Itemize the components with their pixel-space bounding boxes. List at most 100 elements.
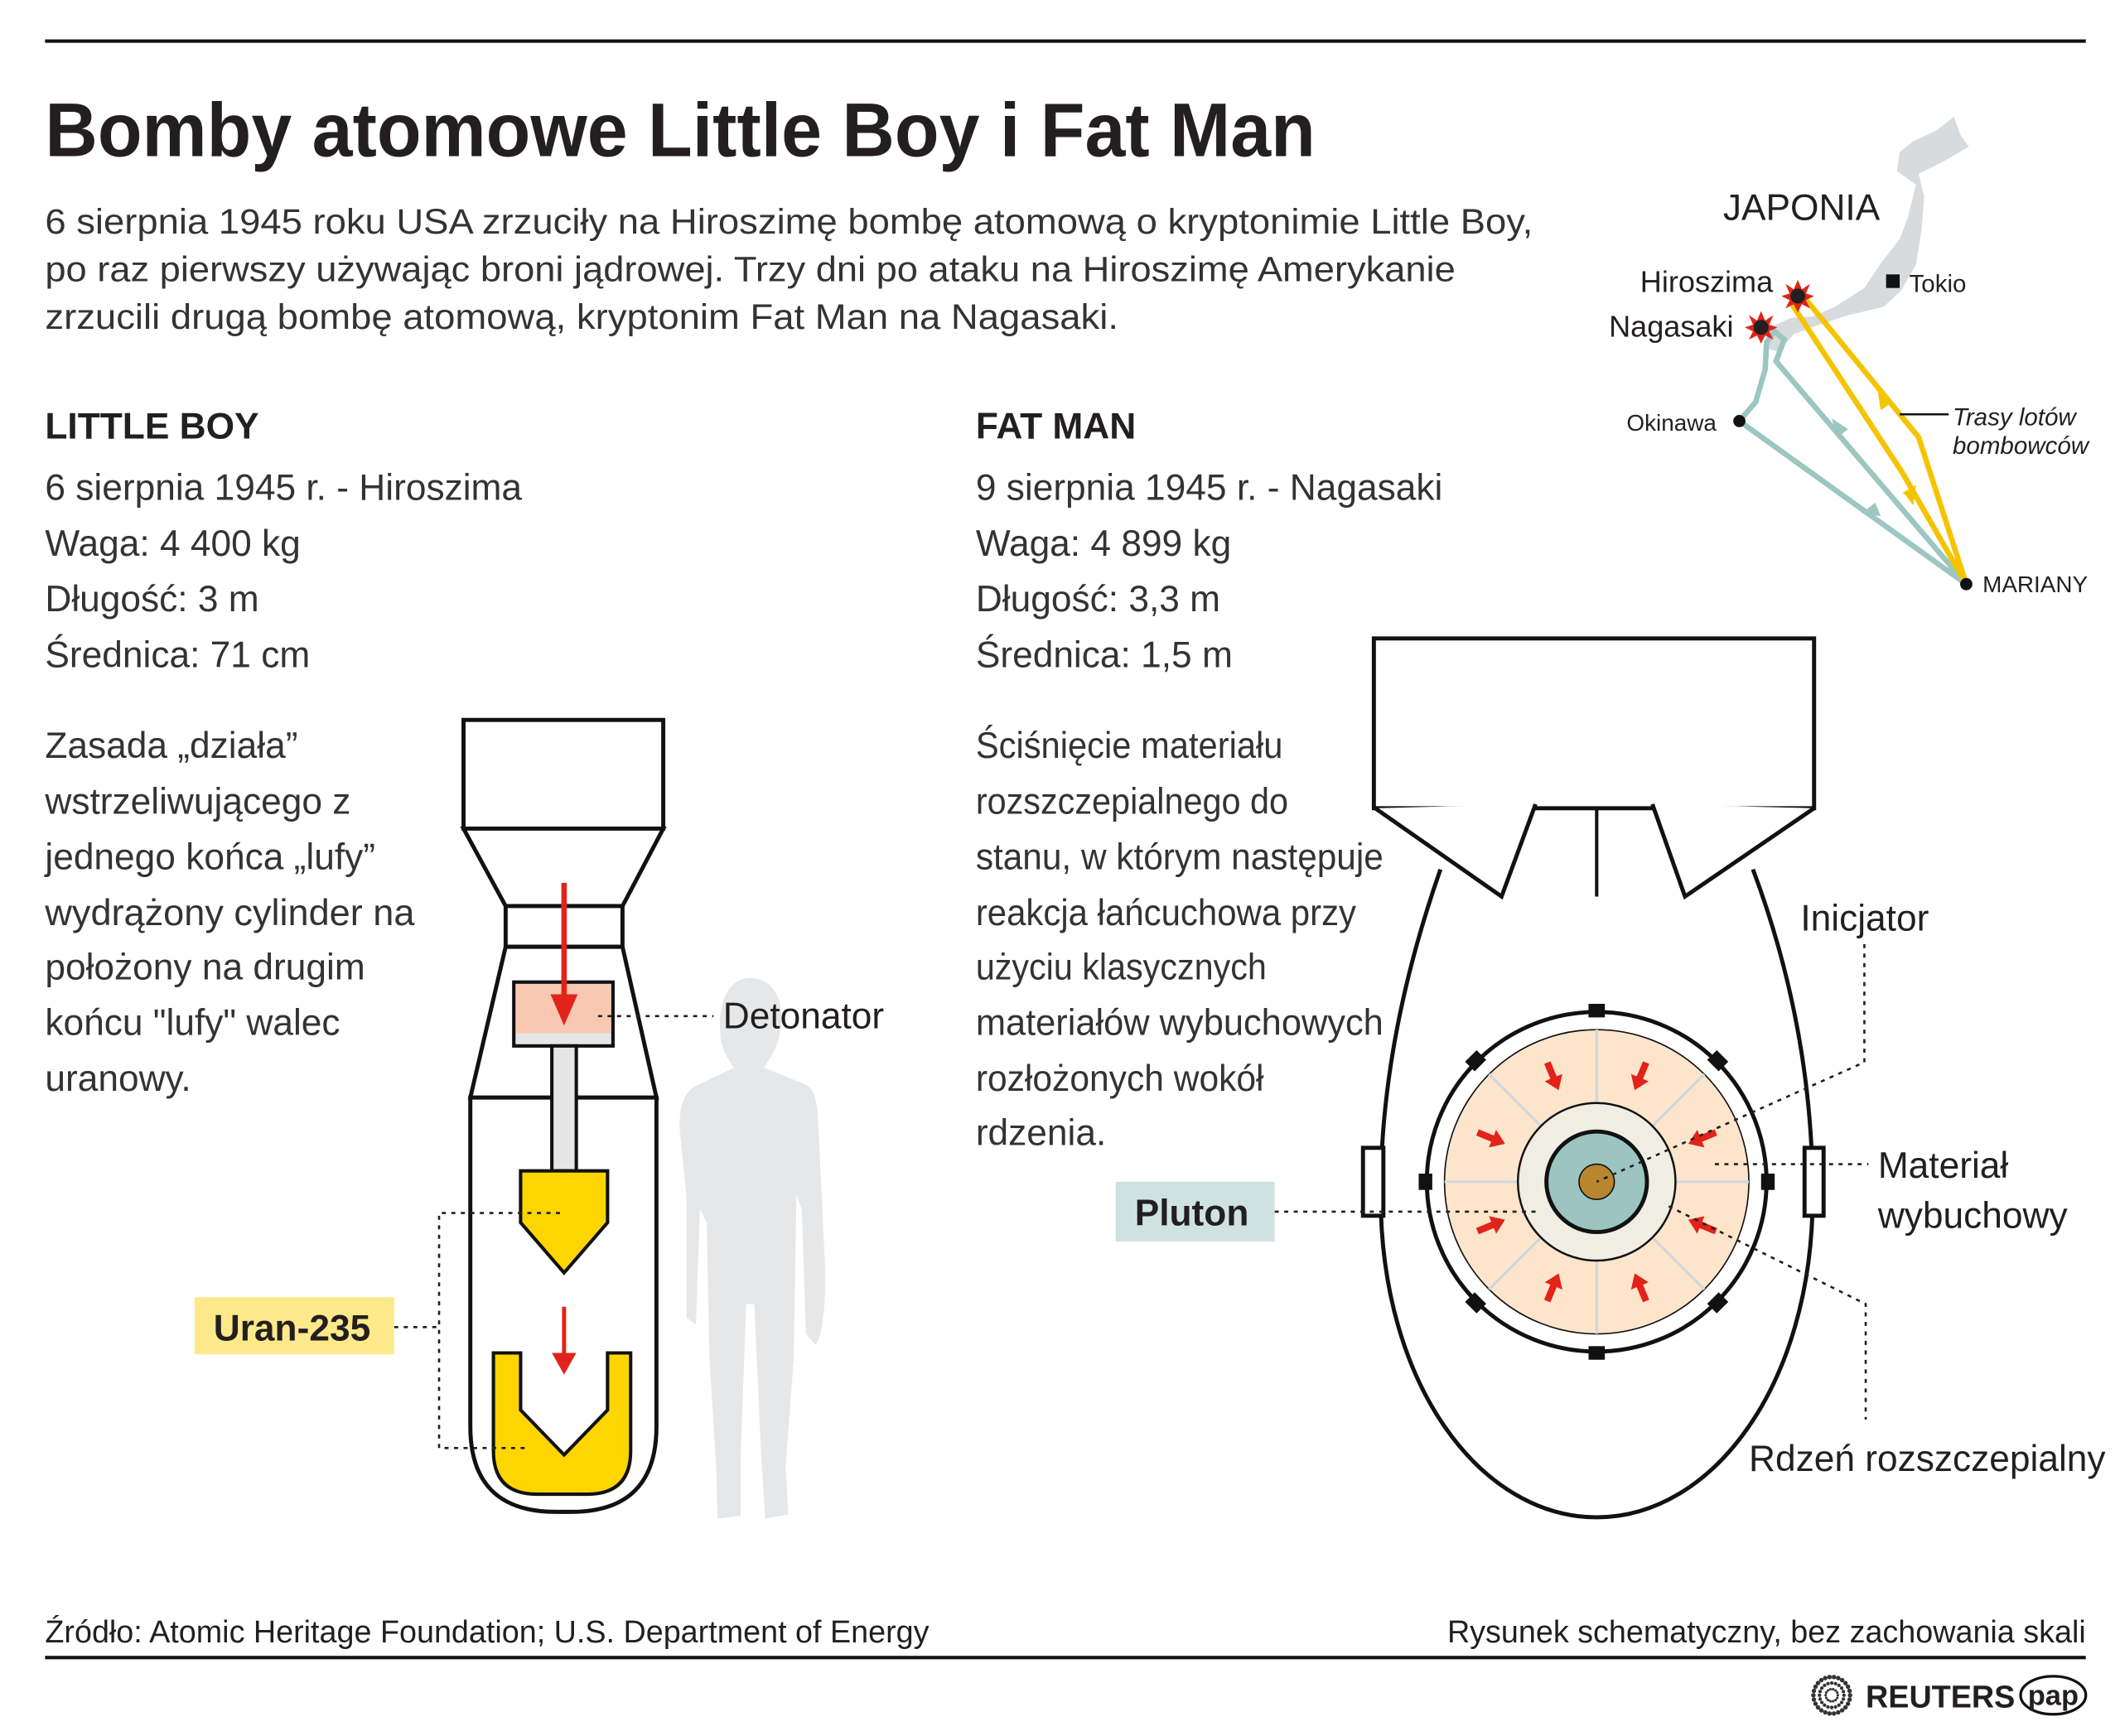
reuters-dot bbox=[1836, 1676, 1841, 1681]
reuters-dot bbox=[1837, 1703, 1841, 1707]
explosive-label: Materiał bbox=[1878, 1145, 2009, 1186]
hiroshima-explosion-icon bbox=[1781, 279, 1814, 313]
reuters-dot bbox=[1827, 1711, 1833, 1716]
reuters-dot bbox=[1834, 1689, 1837, 1692]
bottom-rule bbox=[45, 1656, 2086, 1660]
tokyo-label: Tokio bbox=[1910, 271, 1967, 298]
reuters-dot bbox=[1826, 1689, 1830, 1692]
red-arrow-icon bbox=[1543, 1273, 1562, 1303]
intro-line: zrzucili drugą bombę atomową, kryptonim … bbox=[45, 297, 1118, 337]
implosion-arrows bbox=[1475, 1061, 1717, 1303]
little-boy-desc: położony na drugim bbox=[45, 947, 365, 987]
casing-tab bbox=[1465, 1049, 1486, 1072]
reuters-dot bbox=[1834, 1699, 1837, 1702]
detonator-label: Detonator bbox=[723, 996, 884, 1037]
little-boy-heading: LITTLE BOY bbox=[45, 407, 258, 447]
intro-line: 6 sierpnia 1945 roku USA zrzuciły na Hir… bbox=[45, 202, 1533, 242]
fat-man-desc: użyciu klasycznych bbox=[976, 947, 1267, 987]
red-arrow-icon bbox=[1475, 1216, 1505, 1235]
little-boy-desc: wstrzeliwującego z bbox=[44, 781, 350, 822]
fat-man-desc: Ściśnięcie materiału bbox=[976, 724, 1283, 766]
little-boy-desc: Zasada „działa” bbox=[45, 726, 297, 766]
fat-man-desc: stanu, w którym następuje bbox=[976, 837, 1384, 878]
reuters-dot bbox=[1827, 1675, 1833, 1680]
okinawa-label: Okinawa bbox=[1626, 410, 1717, 436]
casing-tab bbox=[1588, 1346, 1606, 1360]
reuters-dot bbox=[1832, 1700, 1835, 1703]
reuters-dot bbox=[1815, 1681, 1821, 1685]
casing-tab bbox=[1760, 1174, 1775, 1190]
page-title: Bomby atomowe Little Boy i Fat Man bbox=[45, 89, 1315, 173]
reuters-dot bbox=[1818, 1697, 1823, 1701]
segment-divider bbox=[1488, 1236, 1543, 1290]
reuters-dot bbox=[1847, 1693, 1852, 1698]
reuters-dot bbox=[1811, 1693, 1816, 1698]
nagasaki-explosion-icon bbox=[1745, 311, 1778, 344]
reuters-logo: REUTERS bbox=[1811, 1675, 2015, 1716]
fat-man-heading: FAT MAN bbox=[976, 407, 1136, 447]
reuters-dot bbox=[1823, 1683, 1827, 1687]
reuters-dot bbox=[1836, 1694, 1839, 1697]
little-boy-detail: 6 sierpnia 1945 r. - Hiroszima bbox=[45, 468, 522, 509]
pap-logo: pap bbox=[2019, 1675, 2088, 1716]
nagasaki-label: Nagasaki bbox=[1609, 310, 1733, 344]
reuters-dot bbox=[1839, 1700, 1844, 1705]
reuters-dot bbox=[1818, 1708, 1824, 1713]
fat-man-fin bbox=[1650, 803, 1816, 900]
fat-man-desc: rdzenia. bbox=[976, 1113, 1106, 1154]
casing-tab bbox=[1707, 1049, 1729, 1072]
scale-note: Rysunek schematyczny, bez zachowania ska… bbox=[1447, 1614, 2086, 1649]
reuters-dot bbox=[1839, 1685, 1844, 1690]
reuters-dot bbox=[1841, 1690, 1846, 1694]
reuters-dot bbox=[1819, 1685, 1824, 1690]
reuters-dot bbox=[1811, 1688, 1817, 1694]
red-arrow-icon bbox=[1630, 1061, 1649, 1091]
reuters-dot bbox=[1839, 1708, 1845, 1713]
reuters-dot bbox=[1824, 1696, 1828, 1700]
casing-tab bbox=[1418, 1174, 1432, 1190]
routes-label: Trasy lotów bbox=[1953, 403, 2077, 431]
reuters-dot bbox=[1832, 1688, 1835, 1691]
little-boy-info: LITTLE BOY 6 sierpnia 1945 r. - Hiroszim… bbox=[43, 407, 522, 1099]
fat-man-desc: rozłożonych wokół bbox=[976, 1058, 1264, 1099]
reuters-dot bbox=[1811, 1697, 1817, 1702]
uranium-label-box bbox=[194, 1297, 394, 1355]
reuters-dot bbox=[1829, 1681, 1834, 1685]
source-text: Źródło: Atomic Heritage Foundation; U.S.… bbox=[45, 1614, 929, 1649]
fat-man-detail: 9 sierpnia 1945 r. - Nagasaki bbox=[976, 468, 1442, 509]
reuters-dot bbox=[1826, 1705, 1830, 1709]
initiator-leader bbox=[1596, 943, 1866, 1184]
little-boy-desc: końcu "lufy" walec bbox=[45, 1003, 340, 1044]
reuters-dot bbox=[1836, 1691, 1839, 1695]
tokyo-marker-icon bbox=[1886, 274, 1900, 288]
reuters-dot bbox=[1815, 1705, 1821, 1710]
routes-label: bombowców bbox=[1953, 432, 2090, 460]
casing-tab bbox=[1707, 1292, 1729, 1314]
little-boy-detail: Średnica: 71 cm bbox=[45, 633, 310, 675]
red-arrow-icon bbox=[1630, 1273, 1649, 1303]
reuters-dot bbox=[1832, 1675, 1837, 1680]
reuters-dot bbox=[1842, 1693, 1846, 1697]
reuters-dot bbox=[1823, 1703, 1827, 1707]
reuters-dot bbox=[1842, 1681, 1848, 1685]
hiroshima-label: Hiroszima bbox=[1640, 265, 1774, 299]
casing-tabs bbox=[1418, 1004, 1775, 1360]
uranium-target bbox=[491, 1351, 633, 1497]
route-arrow-icon bbox=[1832, 418, 1881, 517]
red-arrow-icon bbox=[1688, 1129, 1717, 1148]
reuters-dot bbox=[1836, 1696, 1839, 1700]
core-leader bbox=[1668, 1205, 1867, 1420]
reuters-wordmark: REUTERS bbox=[1866, 1680, 2015, 1714]
reuters-dot bbox=[1818, 1677, 1824, 1683]
little-boy-desc: uranowy. bbox=[45, 1058, 191, 1099]
casing-tab bbox=[1588, 1004, 1606, 1018]
reuters-dot bbox=[1828, 1688, 1832, 1691]
fat-man-lug bbox=[1802, 1145, 1826, 1218]
pap-wordmark: pap bbox=[2028, 1680, 2079, 1711]
segment-divider bbox=[1651, 1073, 1706, 1127]
reuters-dot bbox=[1824, 1694, 1828, 1697]
reuters-dot bbox=[1841, 1697, 1846, 1701]
intro-line: po raz pierwszy używając broni jądrowej.… bbox=[45, 249, 1455, 289]
reuters-dot bbox=[1826, 1681, 1830, 1685]
